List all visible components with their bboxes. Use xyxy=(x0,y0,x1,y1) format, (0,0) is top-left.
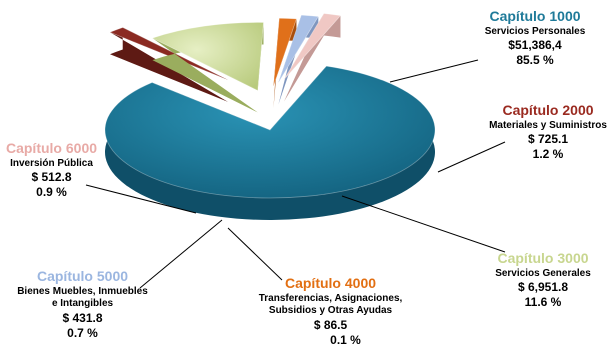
label-capitulo-1000-title: Capítulo 1000 xyxy=(489,8,581,24)
leader-line-6 xyxy=(85,184,197,214)
label-capitulo-3000-value: $ 6,951.8 xyxy=(517,280,569,294)
label-capitulo-1000-concept: Servicios Personales xyxy=(484,25,586,37)
label-capitulo-1000: Capítulo 1000 Servicios Personales $51,3… xyxy=(470,8,600,68)
pie-slice-cap-tulo-6000 xyxy=(283,13,342,80)
label-capitulo-4000: Capítulo 4000 Transferencias, Asignacion… xyxy=(248,275,413,348)
label-capitulo-5000: Capítulo 5000 Bienes Muebles, Inmuebles … xyxy=(0,268,165,341)
leader-line-1 xyxy=(389,59,479,83)
pie-slice-cap-tulo-3000 xyxy=(151,22,264,92)
label-capitulo-4000-percent: 0.1 % xyxy=(330,332,361,347)
label-capitulo-6000-value: $ 512.8 xyxy=(31,170,72,184)
label-capitulo-3000-percent: 11.6 % xyxy=(524,295,562,309)
leader-line-5 xyxy=(139,219,223,289)
label-capitulo-5000-concept: Bienes Muebles, Inmuebles e Intangibles xyxy=(17,285,148,310)
label-capitulo-4000-value: $ 86.5 xyxy=(313,317,348,332)
label-capitulo-6000-title: Capítulo 6000 xyxy=(5,140,98,156)
leader-line-3 xyxy=(341,195,506,253)
label-capitulo-6000-percent: 0.9 % xyxy=(36,185,67,199)
label-capitulo-3000: Capítulo 3000 Servicios Generales $ 6,95… xyxy=(478,250,608,310)
label-capitulo-3000-concept: Servicios Generales xyxy=(495,267,591,279)
label-capitulo-2000-concept: Materiales y Suministros xyxy=(489,119,607,131)
label-capitulo-1000-value: $51,386,4 xyxy=(508,38,562,52)
pie-slice-side-6 xyxy=(284,13,341,102)
label-capitulo-4000-concept: Transferencias, Asignaciones, Subsidios … xyxy=(258,292,403,317)
label-capitulo-2000-percent: 1.2 % xyxy=(532,147,564,161)
label-capitulo-5000-percent: 0.7 % xyxy=(67,325,98,340)
label-capitulo-2000-value: $ 725.1 xyxy=(527,132,569,146)
label-capitulo-5000-value: $ 431.8 xyxy=(62,310,103,325)
pie-slice-side-5 xyxy=(278,15,319,105)
pie-slice-cap-tulo-4000 xyxy=(273,17,297,87)
pie-slice-cap-tulo-5000 xyxy=(278,14,319,83)
label-capitulo-6000: Capítulo 6000 Inversión Pública $ 512.8 … xyxy=(4,140,99,200)
pie-slice-cap-tulo-1000 xyxy=(104,65,436,199)
label-capitulo-6000-concept: Inversión Pública xyxy=(10,157,93,169)
label-capitulo-2000: Capítulo 2000 Materiales y Suministros $… xyxy=(480,102,616,162)
leader-line-2 xyxy=(437,141,506,173)
leader-line-4 xyxy=(227,227,283,281)
label-capitulo-2000-title: Capítulo 2000 xyxy=(502,102,594,118)
label-capitulo-4000-title: Capítulo 4000 xyxy=(284,275,377,291)
label-capitulo-3000-title: Capítulo 3000 xyxy=(497,250,589,266)
label-capitulo-1000-percent: 85.5 % xyxy=(516,53,554,67)
label-capitulo-5000-title: Capítulo 5000 xyxy=(36,268,129,284)
pie-slice-cap-tulo-2000 xyxy=(108,27,229,81)
